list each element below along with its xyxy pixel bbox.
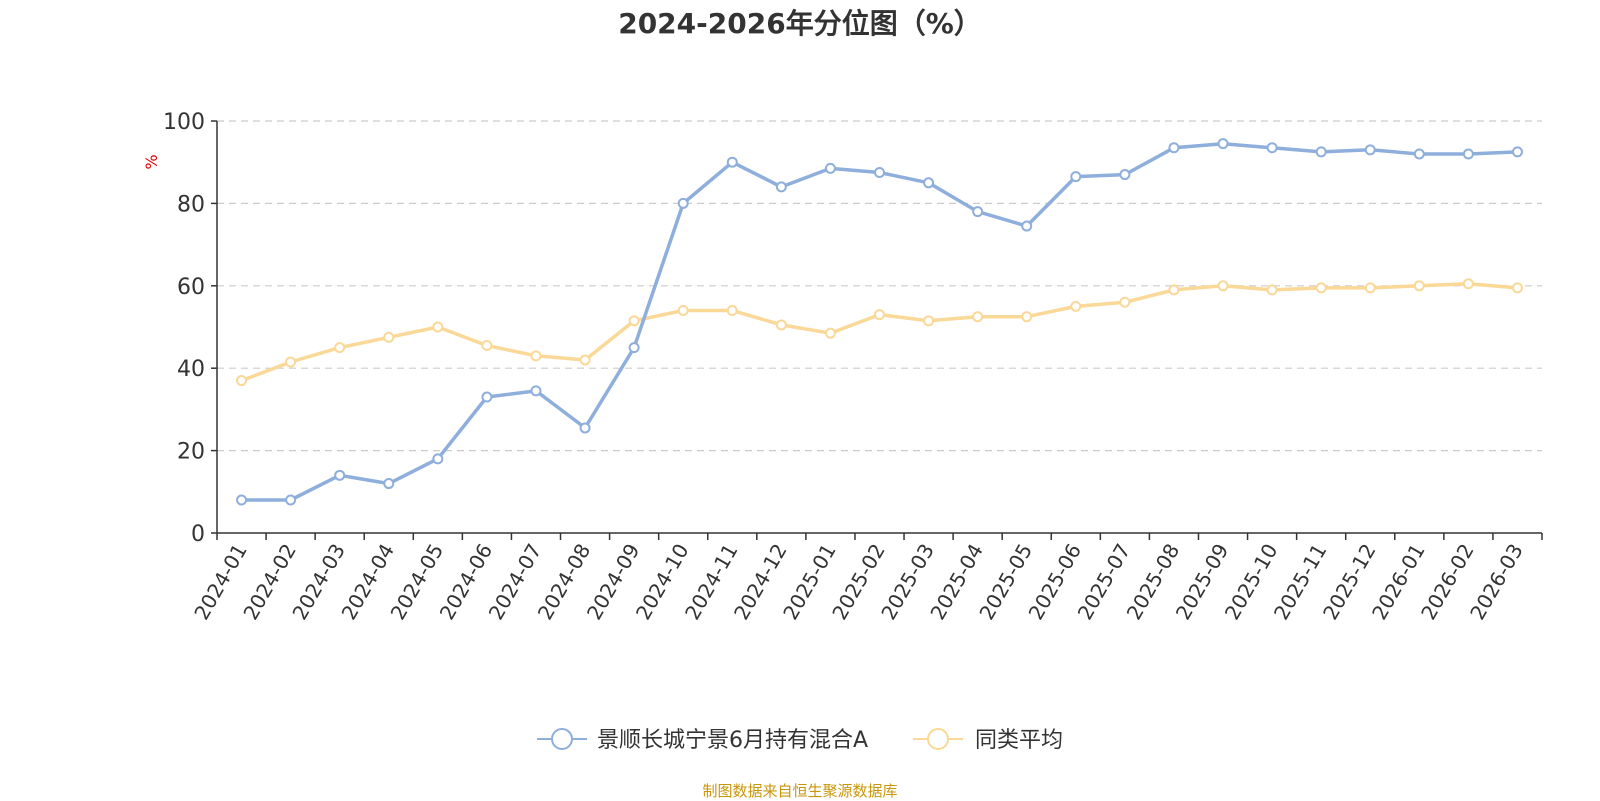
data-point[interactable] bbox=[285, 494, 297, 506]
y-axis-unit-label: % bbox=[142, 154, 161, 169]
data-point[interactable] bbox=[1511, 146, 1523, 158]
data-point[interactable] bbox=[775, 181, 787, 193]
data-point[interactable] bbox=[285, 356, 297, 368]
data-point[interactable] bbox=[1217, 280, 1229, 292]
data-point[interactable] bbox=[923, 177, 935, 189]
series-line bbox=[241, 141, 1518, 502]
data-point[interactable] bbox=[1119, 296, 1131, 308]
data-point[interactable] bbox=[874, 309, 885, 321]
y-tick-label: 60 bbox=[177, 275, 205, 300]
data-point[interactable] bbox=[726, 156, 738, 168]
data-point[interactable] bbox=[923, 315, 935, 327]
data-point[interactable] bbox=[1364, 282, 1376, 294]
data-point[interactable] bbox=[432, 453, 444, 465]
legend-item-peer-average[interactable]: 同类平均 bbox=[913, 728, 1063, 753]
data-point[interactable] bbox=[677, 305, 689, 317]
series-peer-average bbox=[236, 278, 1523, 387]
data-point[interactable] bbox=[1021, 311, 1033, 323]
data-point[interactable] bbox=[628, 342, 640, 354]
data-point[interactable] bbox=[677, 197, 689, 209]
data-point[interactable] bbox=[383, 331, 395, 343]
data-point[interactable] bbox=[236, 494, 248, 506]
chart-title: 2024-2026年分位图（%） bbox=[618, 7, 982, 40]
axis-layer: 0204060801002024-012024-022024-032024-04… bbox=[163, 110, 1543, 624]
data-point[interactable] bbox=[579, 422, 591, 434]
series-fund bbox=[236, 138, 1523, 506]
source-note: 制图数据来自恒生聚源数据库 bbox=[702, 782, 898, 800]
data-point[interactable] bbox=[1462, 148, 1474, 160]
data-point[interactable] bbox=[236, 375, 248, 387]
data-point[interactable] bbox=[481, 340, 493, 352]
y-tick-label: 0 bbox=[191, 522, 205, 547]
series-line bbox=[240, 281, 1518, 383]
data-point[interactable] bbox=[1315, 282, 1327, 294]
series-layer bbox=[236, 138, 1523, 506]
data-point[interactable] bbox=[334, 342, 346, 354]
legend: 景顺长城宁景6月持有混合A 同类平均 bbox=[537, 728, 1063, 753]
data-point[interactable] bbox=[1266, 284, 1278, 296]
data-point[interactable] bbox=[579, 354, 591, 366]
data-point[interactable] bbox=[972, 206, 984, 218]
data-point[interactable] bbox=[726, 305, 738, 317]
data-point[interactable] bbox=[972, 311, 984, 323]
y-tick-label: 40 bbox=[177, 357, 205, 382]
data-point[interactable] bbox=[1462, 278, 1474, 290]
data-point[interactable] bbox=[1070, 300, 1082, 312]
data-point[interactable] bbox=[1217, 138, 1229, 150]
data-point[interactable] bbox=[1168, 142, 1180, 154]
legend-label: 景顺长城宁景6月持有混合A bbox=[597, 728, 868, 753]
data-point[interactable] bbox=[1266, 142, 1278, 154]
legend-marker bbox=[551, 728, 573, 750]
data-point[interactable] bbox=[1364, 144, 1376, 156]
data-point[interactable] bbox=[1413, 280, 1425, 292]
data-point[interactable] bbox=[824, 162, 836, 174]
data-point[interactable] bbox=[432, 321, 444, 333]
data-point[interactable] bbox=[1168, 284, 1180, 296]
data-point[interactable] bbox=[1315, 146, 1327, 158]
legend-label: 同类平均 bbox=[975, 728, 1063, 753]
data-point[interactable] bbox=[383, 478, 395, 490]
legend-item-fund[interactable]: 景顺长城宁景6月持有混合A bbox=[537, 728, 868, 753]
y-tick-label: 20 bbox=[177, 440, 205, 465]
data-point[interactable] bbox=[530, 350, 542, 362]
data-point[interactable] bbox=[628, 315, 640, 327]
data-point[interactable] bbox=[1021, 220, 1033, 232]
data-point[interactable] bbox=[1119, 169, 1131, 181]
data-point[interactable] bbox=[775, 319, 787, 331]
data-point[interactable] bbox=[1511, 282, 1523, 294]
data-point[interactable] bbox=[1413, 148, 1425, 160]
data-point[interactable] bbox=[334, 469, 346, 481]
data-point[interactable] bbox=[874, 167, 885, 178]
legend-marker bbox=[927, 728, 949, 750]
y-tick-label: 100 bbox=[163, 110, 205, 135]
y-tick-label: 80 bbox=[177, 192, 205, 217]
data-point[interactable] bbox=[530, 385, 542, 397]
data-point[interactable] bbox=[481, 391, 493, 403]
data-point[interactable] bbox=[824, 327, 836, 339]
data-point[interactable] bbox=[1070, 171, 1082, 183]
